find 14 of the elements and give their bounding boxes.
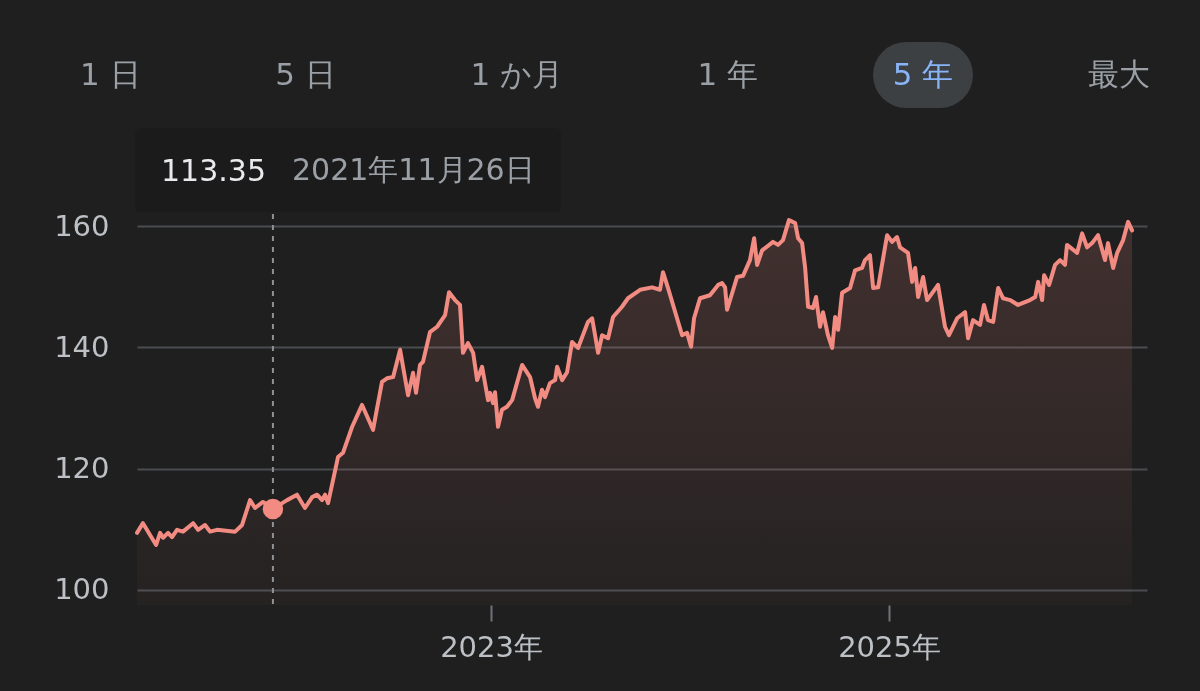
text: 5 年 bbox=[872, 42, 974, 108]
text: 1 日 bbox=[79, 55, 142, 94]
text: 113.35 bbox=[161, 152, 266, 188]
text: 最大 bbox=[1086, 55, 1151, 94]
y-tick-label: 140 bbox=[54, 329, 110, 364]
x-tick-label: 2023年 bbox=[440, 629, 543, 664]
y-tick-label: 120 bbox=[54, 451, 110, 486]
ref-line-label: 2021年11月26日 bbox=[291, 150, 535, 189]
text: 5 日 bbox=[274, 55, 337, 94]
text: 1 か月 bbox=[469, 55, 564, 94]
x-tick-label: 2025年 bbox=[838, 629, 941, 664]
y-tick-label: 100 bbox=[54, 572, 110, 607]
text: 1 年 bbox=[696, 55, 760, 94]
y-tick-label: 160 bbox=[54, 208, 110, 243]
